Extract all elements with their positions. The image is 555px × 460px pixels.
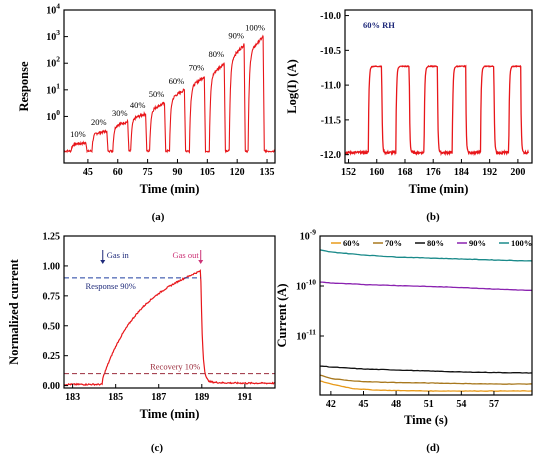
legend-label-3: 90%: [469, 238, 486, 248]
plot-frame: [63, 9, 276, 164]
x-tick-label-1: 45: [358, 399, 368, 410]
plot-frame: [344, 9, 533, 164]
series-group: [64, 34, 275, 154]
y-tick-label-3: -11.5: [321, 115, 341, 126]
legend-label-4: 100%: [511, 238, 532, 248]
series-line-80%: [320, 365, 532, 374]
y-axis-title: Log(I) (A): [285, 59, 299, 114]
current-series-line: [344, 64, 529, 157]
recovery-10-label: Recovery 10%: [150, 362, 200, 372]
x-tick-label-1: 160: [369, 167, 384, 178]
series-line-60%: [320, 380, 532, 392]
x-tick-label-2: 75: [143, 167, 153, 178]
y-tick-label-2: 10-11: [296, 328, 316, 343]
y-tick-label-4: -12.0: [320, 150, 341, 161]
pulse-label-0: 10%: [70, 129, 86, 139]
response-90-label: Response 90%: [86, 281, 136, 291]
x-tick-label-3: 51: [424, 399, 434, 410]
plot-frame: [319, 235, 533, 396]
x-tick-label-0: 45: [83, 167, 93, 178]
series-line-70%: [320, 374, 532, 385]
y-tick-label-1: 0.25: [43, 351, 61, 362]
legend-label-2: 80%: [427, 238, 444, 248]
x-tick-label-1: 185: [108, 392, 123, 403]
panel-d-chart: 60% 70% 80% 90% 100% 42 45 48 51 54 57 10-9 10-10 10-…: [275, 228, 533, 427]
x-tick-label-3: 90: [172, 167, 182, 178]
y-tick-label-0: 100: [46, 108, 60, 123]
panel-label-b: (b): [426, 211, 440, 223]
x-tick-label-2: 48: [391, 399, 401, 410]
pulse-label-5: 60%: [169, 76, 185, 86]
y-tick-label-1: -10.5: [320, 46, 341, 57]
y-tick-label-0: 10-9: [300, 228, 316, 243]
y-tick-label-3: 103: [46, 28, 60, 43]
pulse-label-3: 40%: [130, 100, 146, 110]
normalized-current-line: [63, 268, 275, 387]
panel-b-chart: 60% RH 152 160 168 176 184 192 200 -10.0 -10.5 -11…: [285, 9, 533, 196]
y-tick-label-1: 10-10: [296, 278, 316, 293]
pulse-label-1: 20%: [91, 117, 107, 127]
panel-label-d: (d): [426, 442, 440, 454]
series-line-100%: [320, 249, 532, 262]
pulse-label-6: 70%: [189, 63, 205, 73]
x-tick-label-4: 54: [456, 399, 466, 410]
panel-a-chart: 10% 20% 30%40%50% 60% 70%80% 90%100% 45 60 75 90 1…: [17, 2, 276, 196]
x-tick-label-2: 187: [151, 392, 166, 403]
pulse-label-2: 30%: [112, 108, 128, 118]
x-tick-label-4: 191: [237, 392, 252, 403]
y-tick-label-4: 104: [46, 2, 60, 17]
plot-frame: [63, 235, 276, 389]
pulse-label-7: 80%: [208, 49, 224, 59]
x-axis-title: Time (min): [140, 182, 200, 196]
panel-label-c: (c): [151, 442, 164, 454]
gas-out-arrowhead: [198, 260, 204, 264]
x-tick-label-5: 57: [489, 399, 499, 410]
x-axis-title: Time (s): [404, 413, 448, 427]
x-tick-label-6: 200: [510, 167, 525, 178]
x-tick-label-3: 189: [194, 392, 209, 403]
x-tick-label-4: 184: [454, 167, 469, 178]
y-axis-title: Current (A): [275, 284, 289, 348]
rh-annotation: 60% RH: [363, 20, 395, 30]
panel-c-chart: Response 90% Recovery 10% Gas in Gas out 183…: [7, 232, 276, 421]
legend-label-1: 70%: [385, 238, 402, 248]
y-tick-label-4: 1.00: [43, 261, 61, 272]
x-tick-label-1: 60: [113, 167, 123, 178]
legend-label-0: 60%: [343, 238, 360, 248]
y-tick-label-2: -11.0: [321, 81, 341, 92]
gas-in-label: Gas in: [107, 250, 130, 260]
x-tick-label-5: 120: [230, 167, 245, 178]
x-tick-label-2: 168: [397, 167, 412, 178]
x-tick-label-6: 135: [260, 167, 275, 178]
x-tick-label-0: 42: [326, 399, 336, 410]
pulse-label-9: 100%: [245, 23, 265, 33]
x-tick-label-0: 183: [65, 392, 80, 403]
panel-label-a: (a): [152, 211, 165, 223]
gas-in-arrowhead: [100, 260, 106, 264]
x-tick-label-0: 152: [341, 167, 356, 178]
y-tick-label-0: -10.0: [320, 11, 341, 22]
x-tick-label-3: 176: [426, 167, 441, 178]
y-axis-title: Response: [17, 61, 31, 111]
x-tick-label-5: 192: [482, 167, 497, 178]
pulse-label-4: 50%: [149, 89, 165, 99]
gas-out-label: Gas out: [173, 250, 200, 260]
series-line-90%: [320, 281, 532, 292]
response-series-line: [64, 34, 275, 154]
x-tick-label-4: 105: [200, 167, 215, 178]
y-tick-label-1: 101: [46, 81, 60, 96]
y-tick-label-3: 0.75: [43, 291, 61, 302]
series-group: [320, 249, 532, 392]
y-tick-label-5: 1.25: [43, 232, 61, 243]
y-tick-label-2: 102: [46, 55, 60, 70]
y-axis-title: Normalized current: [7, 258, 21, 364]
x-axis-title: Time (min): [409, 182, 469, 196]
y-tick-label-0: 0.00: [43, 381, 61, 392]
x-axis-title: Time (min): [140, 407, 200, 421]
y-tick-label-2: 0.50: [43, 321, 61, 332]
pulse-label-8: 90%: [228, 31, 244, 41]
